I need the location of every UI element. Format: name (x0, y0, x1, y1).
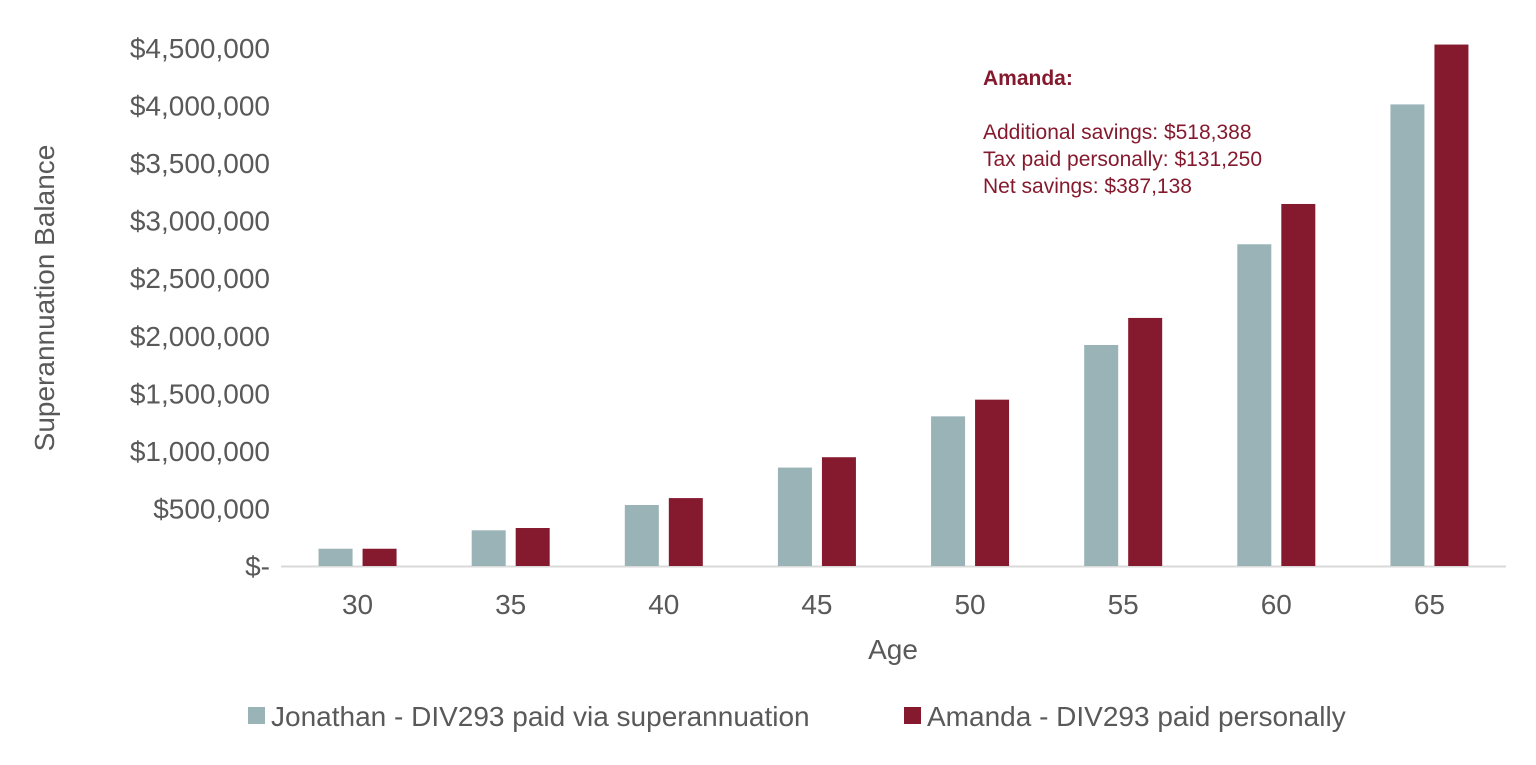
y-tick-label: $2,500,000 (130, 263, 270, 294)
legend-swatch-jonathan (248, 707, 265, 724)
annotation-title: Amanda: (983, 67, 1073, 90)
x-tick-label: 30 (342, 589, 373, 620)
bar-amanda-60 (1281, 203, 1316, 566)
legend-label-jonathan: Jonathan - DIV293 paid via superannuatio… (271, 701, 810, 732)
annotation: Amanda: Additional savings: $518,388 Tax… (983, 67, 1262, 198)
legend: Jonathan - DIV293 paid via superannuatio… (248, 701, 1346, 732)
bar-jonathan-35 (471, 530, 506, 566)
bar-jonathan-30 (318, 548, 353, 566)
bar-amanda-40 (668, 498, 703, 566)
bar-jonathan-50 (931, 416, 966, 566)
x-axis-title: Age (868, 634, 918, 665)
annotation-line: Tax paid personally: $131,250 (983, 148, 1262, 171)
legend-label-amanda: Amanda - DIV293 paid personally (927, 701, 1346, 732)
bar-jonathan-65 (1390, 104, 1425, 566)
y-tick-label: $- (245, 551, 270, 582)
y-axis-title: Superannuation Balance (29, 145, 60, 452)
x-tick-label: 40 (648, 589, 679, 620)
annotation-line: Net savings: $387,138 (983, 175, 1192, 198)
y-axis: $- $500,000 $1,000,000 $1,500,000 $2,000,000… (130, 33, 270, 582)
y-tick-label: $1,000,000 (130, 436, 270, 467)
y-tick-label: $500,000 (153, 493, 270, 524)
bar-amanda-35 (515, 528, 550, 566)
x-tick-label: 60 (1261, 589, 1292, 620)
bar-amanda-55 (1128, 317, 1163, 566)
bar-jonathan-55 (1084, 344, 1119, 566)
bars (318, 44, 1469, 566)
y-tick-label: $3,500,000 (130, 148, 270, 179)
x-tick-label: 55 (1108, 589, 1139, 620)
bar-amanda-65 (1434, 44, 1469, 566)
bar-jonathan-40 (624, 504, 659, 566)
annotation-line: Additional savings: $518,388 (983, 121, 1252, 144)
bar-jonathan-60 (1237, 244, 1272, 566)
x-tick-label: 50 (954, 589, 985, 620)
y-tick-label: $2,000,000 (130, 321, 270, 352)
x-axis: 30 35 40 45 50 55 60 65 (281, 565, 1506, 620)
y-tick-label: $1,500,000 (130, 378, 270, 409)
bar-amanda-50 (975, 399, 1010, 566)
y-tick-label: $4,500,000 (130, 33, 270, 64)
y-tick-label: $3,000,000 (130, 206, 270, 237)
bar-amanda-30 (362, 548, 397, 566)
x-tick-label: 45 (801, 589, 832, 620)
bar-amanda-45 (821, 457, 856, 566)
y-tick-label: $4,000,000 (130, 91, 270, 122)
x-tick-label: 65 (1414, 589, 1445, 620)
legend-swatch-amanda (904, 707, 921, 724)
bar-jonathan-45 (777, 467, 812, 566)
x-tick-label: 35 (495, 589, 526, 620)
